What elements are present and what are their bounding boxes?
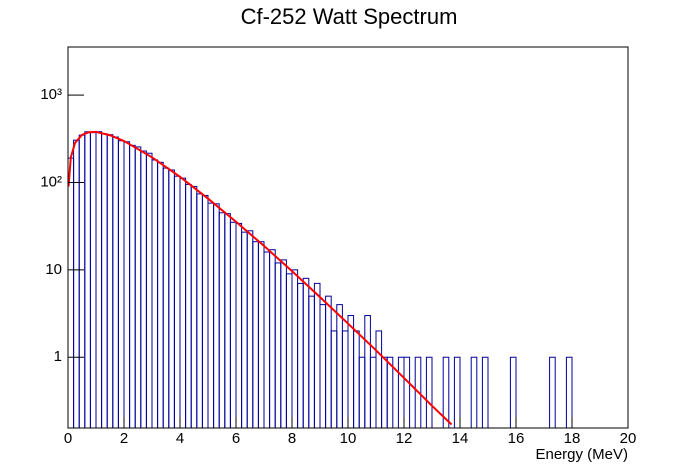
histogram-bar (364, 315, 371, 428)
x-tick-label: 16 (508, 430, 525, 447)
histogram-bar (235, 222, 243, 428)
histogram-bar (196, 193, 203, 428)
histogram-bar (274, 262, 282, 428)
histogram-bar (509, 356, 517, 428)
histogram-bar (336, 304, 343, 428)
plot-area (68, 130, 573, 428)
histogram-bar (257, 241, 265, 428)
y-tick-label: 10³ (40, 86, 62, 103)
histogram-bar (319, 304, 327, 428)
histogram-bar (470, 356, 478, 428)
x-tick-label: 14 (452, 430, 469, 447)
histogram-bar (190, 185, 198, 428)
histogram-bar (565, 356, 573, 428)
histogram-bar (381, 356, 388, 428)
histogram-bar (375, 330, 383, 428)
histogram-bar (140, 150, 147, 428)
histogram-bar (347, 315, 355, 428)
histogram-bar (201, 194, 209, 428)
histogram-bar (117, 140, 125, 428)
histogram-bar (84, 131, 91, 428)
histogram-bar (207, 202, 215, 428)
histogram-bar (397, 356, 405, 428)
histogram-bar (308, 295, 315, 428)
histogram-bar (549, 356, 556, 428)
histogram-bar (246, 230, 254, 428)
x-tick-label: 8 (288, 430, 296, 447)
fit-curve (68, 130, 453, 426)
histogram-bar (353, 330, 360, 428)
histogram-bar (162, 167, 170, 428)
histogram-bar (414, 356, 422, 428)
histogram-bar (112, 136, 119, 428)
y-tick-label: 10² (40, 173, 62, 190)
histogram-bar (134, 146, 142, 428)
histogram-bar (218, 212, 226, 428)
histogram-bar (369, 356, 377, 428)
histogram-bar (442, 356, 450, 428)
histogram-bar (145, 152, 153, 428)
chart-title: Cf-252 Watt Spectrum (241, 4, 458, 29)
histogram-bar (157, 161, 164, 428)
x-tick-label: 4 (176, 430, 184, 447)
histogram-bar (129, 144, 136, 428)
histogram-bar (123, 141, 131, 428)
histogram-bar (481, 356, 489, 428)
histogram-bar (386, 356, 394, 428)
x-tick-label: 18 (564, 430, 581, 447)
x-tick-label: 20 (620, 430, 637, 447)
histogram-bar (73, 139, 80, 428)
histogram-bar (297, 282, 304, 428)
histogram-bar (168, 169, 175, 428)
histogram-bar (89, 132, 97, 428)
histogram-bar (358, 356, 366, 428)
histogram-bar (173, 175, 181, 428)
histogram-bar (291, 269, 299, 428)
histogram-bar (95, 131, 103, 428)
histogram-bar (229, 221, 237, 428)
histogram-bar (403, 356, 411, 428)
histogram-bar (241, 231, 248, 428)
histogram-bar (78, 134, 86, 428)
histogram-bar (425, 356, 433, 428)
histogram-bar (269, 249, 276, 428)
y-tick-label: 1 (54, 348, 62, 365)
histogram-bar (106, 134, 114, 428)
histogram-bar (313, 282, 321, 428)
histogram-bar (325, 295, 332, 428)
histogram-bar (224, 213, 231, 428)
histogram-bar (280, 259, 287, 428)
histogram-bar (285, 273, 293, 428)
histogram-bar (302, 277, 310, 428)
histogram-bar (179, 177, 187, 428)
x-tick-label: 0 (64, 430, 72, 447)
x-tick-label: 10 (340, 430, 357, 447)
y-tick-label: 10 (45, 261, 62, 278)
histogram-bar (213, 203, 220, 428)
histogram-bar (263, 251, 271, 428)
histogram-bar (68, 157, 75, 428)
histogram-bar (341, 330, 349, 428)
x-axis-label: Energy (MeV) (535, 446, 628, 463)
histogram-bar (185, 183, 192, 428)
histogram-bar (453, 356, 461, 428)
x-tick-label: 2 (120, 430, 128, 447)
histogram-bar (330, 330, 338, 428)
x-tick-label: 12 (396, 430, 413, 447)
histogram-bar (252, 241, 259, 428)
histogram-bar (151, 159, 159, 428)
x-tick-label: 6 (232, 430, 240, 447)
histogram-bar (101, 133, 108, 428)
